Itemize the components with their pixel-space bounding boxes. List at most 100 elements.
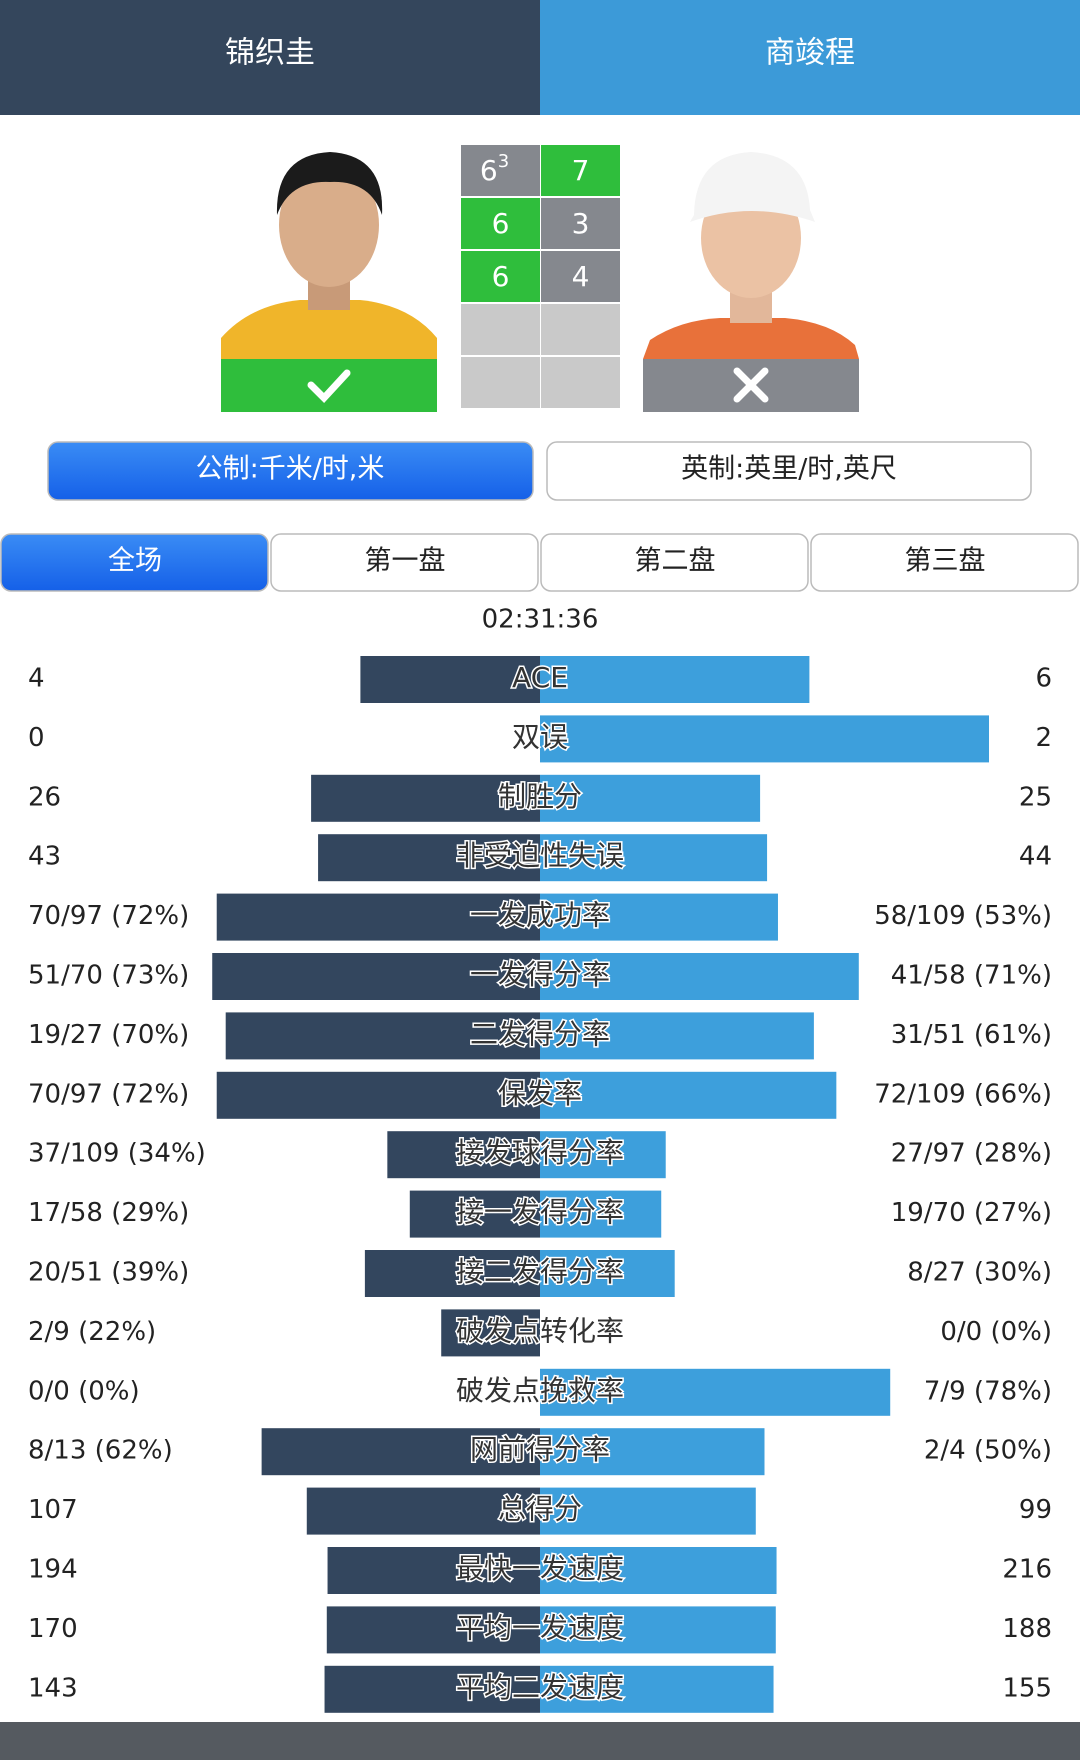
stat-right: 2/4 (50%): [924, 1436, 1052, 1466]
bar-left: [216, 893, 540, 941]
set-score: 63: [480, 151, 509, 187]
tab[interactable]: [270, 533, 539, 592]
stat-label: 破发点转化率: [456, 1314, 624, 1347]
tab[interactable]: [540, 533, 809, 592]
bar-left: [318, 834, 540, 882]
games: 7: [572, 154, 590, 187]
bar-left: [409, 1190, 540, 1238]
tab[interactable]: [810, 533, 1079, 592]
bar-left: [364, 1250, 540, 1297]
bar-right: [540, 1071, 837, 1119]
stat-label: 接发球得分率: [456, 1136, 624, 1169]
tab[interactable]: [0, 533, 269, 592]
stat-right: 99: [1019, 1495, 1052, 1525]
score-cell: [541, 145, 620, 196]
stat-left: 0/0 (0%): [28, 1376, 140, 1406]
unit-button[interactable]: [546, 441, 1032, 501]
stat-left: 0: [28, 723, 45, 753]
games: 3: [572, 207, 590, 240]
stat-label: 双误: [512, 720, 568, 753]
bar-left: [261, 1428, 540, 1476]
stat-label: 制胜分: [498, 780, 582, 813]
tab-label: 第三盘: [905, 546, 986, 577]
stat-label: 一发得分率: [470, 958, 610, 991]
stat-right: 44: [1019, 842, 1052, 872]
bar-right: [540, 1250, 675, 1297]
stat-left: 20/51 (39%): [28, 1258, 189, 1288]
player-name[interactable]: 商竣程: [765, 36, 855, 71]
stat-right: 27/97 (28%): [891, 1139, 1052, 1169]
bar-left: [326, 1606, 540, 1654]
score-cell: [461, 251, 540, 302]
set-score: 6: [492, 260, 510, 293]
stat-label: 保发率: [498, 1077, 582, 1110]
player-name[interactable]: 锦织圭: [225, 36, 315, 71]
set-score: 6: [492, 207, 510, 240]
games: 4: [572, 260, 590, 293]
stat-left: 43: [28, 842, 61, 872]
bar-left: [306, 1487, 540, 1535]
score-cell: [461, 198, 540, 249]
tabs: 全场 第一盘 第二盘 第三盘: [0, 533, 1079, 592]
stat-left: 194: [28, 1555, 78, 1585]
stat-right: 25: [1019, 782, 1052, 812]
unit-button[interactable]: [47, 441, 534, 501]
score-cell: [461, 357, 540, 408]
stat-label: 最快一发速度: [456, 1552, 624, 1585]
tab-label: 第一盘: [365, 546, 446, 577]
stat-right: 72/109 (66%): [874, 1079, 1052, 1109]
tiebreak: 3: [498, 151, 509, 172]
stat-left: 51/70 (73%): [28, 961, 189, 991]
stat-label: 总得分: [498, 1493, 582, 1526]
header-left: [0, 0, 540, 115]
set-score: 4: [572, 260, 590, 293]
stat-label: 接二发得分率: [456, 1255, 624, 1288]
stat-label: 一发成功率: [470, 899, 610, 932]
bar-right: [540, 1131, 666, 1179]
stat-label: 接一发得分率: [456, 1196, 624, 1229]
stat-label: 非受迫性失误: [456, 839, 624, 872]
stat-left: 2/9 (22%): [28, 1317, 156, 1347]
stat-left: 19/27 (70%): [28, 1020, 189, 1050]
score-cell: [461, 145, 540, 196]
stat-left: 70/97 (72%): [28, 901, 189, 931]
bar-right: [540, 1665, 774, 1713]
unit-label: 英制:英里/时,英尺: [681, 454, 897, 485]
cross-icon: [733, 367, 769, 403]
stat-left: 37/109 (34%): [28, 1139, 206, 1169]
score-cell: [541, 304, 620, 355]
stat-label: 网前得分率: [470, 1433, 610, 1466]
bar-right: [540, 1606, 776, 1654]
stat-left: 26: [28, 782, 61, 812]
bar-right: [540, 1487, 756, 1535]
bar-left: [225, 1012, 540, 1060]
header-right: [540, 0, 1080, 115]
stat-label: ACE: [512, 661, 568, 694]
bar-left: [324, 1665, 540, 1713]
bar-right: [540, 1547, 777, 1594]
bar-left: [216, 1071, 540, 1119]
stat-left: 70/97 (72%): [28, 1079, 189, 1109]
result-icon: [733, 367, 769, 403]
bar-left: [387, 1131, 540, 1179]
result-box: [221, 359, 437, 412]
stat-right: 7/9 (78%): [924, 1376, 1052, 1406]
games: 6: [480, 154, 498, 187]
stat-right: 31/51 (61%): [891, 1020, 1052, 1050]
stat-left: 4: [28, 664, 45, 694]
stat-label: 二发得分率: [470, 1017, 610, 1050]
bar-left: [360, 656, 540, 703]
bar-right: [540, 1012, 814, 1060]
score-cell: [461, 304, 540, 355]
stat-left: 17/58 (29%): [28, 1198, 189, 1228]
stat-right: 188: [1002, 1614, 1052, 1644]
stat-right: 0/0 (0%): [940, 1317, 1052, 1347]
bar-left: [441, 1309, 540, 1357]
bar-right: [540, 1368, 891, 1416]
stat-right: 8/27 (30%): [907, 1258, 1052, 1288]
stat-right: 6: [1035, 664, 1052, 694]
bar-left: [311, 774, 540, 822]
score-cell: [541, 251, 620, 302]
stat-label: 平均二发速度: [456, 1671, 624, 1704]
